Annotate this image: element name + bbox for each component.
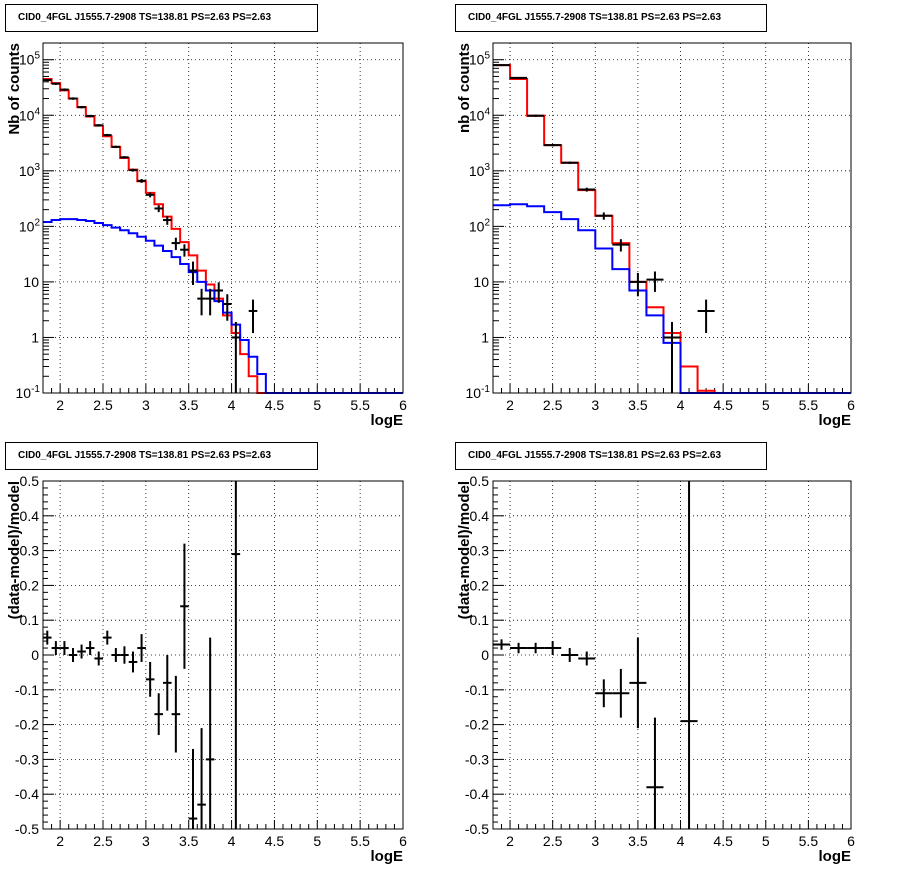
panel4-y-tick-label-5: 0 [481, 647, 489, 663]
panel2-x-tick-label-8: 6 [847, 397, 855, 413]
panel2-x-axis-title: logE [819, 412, 852, 429]
panel3-y-axis-title: (data-model)/model [6, 481, 23, 619]
panel1-x-tick-label-4: 4 [228, 397, 236, 413]
panel4-y-tick-label-4: -0.1 [465, 682, 489, 698]
panel2-x-tick-label-7: 5.5 [799, 397, 819, 413]
panel2-x-tick-label-6: 5 [762, 397, 770, 413]
panel2-y-tick-label-3: 102 [469, 217, 491, 234]
panel2-x-tick-label-2: 3 [591, 397, 599, 413]
panel2-y-tick-label-2: 10 [473, 274, 489, 290]
panel1-x-tick-label-8: 6 [399, 397, 407, 413]
panel4-x-tick-label-7: 5.5 [799, 833, 819, 849]
panel1-y-tick-label-2: 10 [23, 274, 39, 290]
panel3-x-tick-label-6: 5 [313, 833, 321, 849]
panel4-y-tick-label-3: -0.2 [465, 717, 489, 733]
panel3-plot-frame [42, 480, 404, 830]
panel4-x-tick-label-0: 2 [506, 833, 514, 849]
panel4-y-axis-title: (data-model)/model [456, 481, 473, 619]
panel4-y-tick-label-8: 0.3 [470, 543, 490, 559]
panel4-plot-frame [492, 480, 852, 830]
panel-title-4: CID0_4FGL J1555.7-2908 TS=138.81 PS=2.63… [455, 442, 767, 470]
panel3-y-tick-label-4: -0.1 [15, 682, 39, 698]
panel3-y-tick-label-0: -0.5 [15, 821, 39, 837]
panel2-y-tick-label-0: 10-1 [466, 384, 491, 401]
panel4-x-tick-label-3: 3.5 [628, 833, 648, 849]
panel1-y-tick-label-3: 102 [19, 217, 41, 234]
panel3-x-tick-label-0: 2 [56, 833, 64, 849]
panel4-x-axis-title: logE [819, 848, 852, 865]
panel3-y-tick-label-9: 0.4 [20, 508, 40, 524]
panel4-x-tick-label-1: 2.5 [543, 833, 563, 849]
panel3-x-tick-label-3: 3.5 [179, 833, 199, 849]
panel3-x-tick-label-1: 2.5 [93, 833, 113, 849]
panel2-y-tick-label-5: 104 [469, 106, 491, 123]
panel4-y-tick-label-0: -0.5 [465, 821, 489, 837]
panel1-source-model-line [43, 218, 403, 394]
panel2-plot-frame [492, 42, 852, 394]
panel1-y-tick-label-0: 10-1 [16, 384, 41, 401]
panel2-x-tick-label-5: 4.5 [713, 397, 733, 413]
panel1-x-tick-label-1: 2.5 [93, 397, 113, 413]
panel4-y-tick-label-2: -0.3 [465, 751, 489, 767]
panel1-y-tick-label-5: 104 [19, 106, 41, 123]
panel1-x-axis-title: logE [371, 412, 404, 429]
panel4-x-tick-label-4: 4 [677, 833, 685, 849]
panel2-y-tick-label-1: 1 [481, 329, 489, 345]
panel1-y-axis-title: Nb of counts [6, 43, 23, 135]
panel3-y-tick-label-3: -0.2 [15, 717, 39, 733]
panel1-plot-frame [42, 42, 404, 394]
panel1-y-tick-label-1: 1 [31, 329, 39, 345]
panel1-x-tick-label-3: 3.5 [179, 397, 199, 413]
panel3-x-tick-label-4: 4 [228, 833, 236, 849]
panel3-y-tick-label-10: 0.5 [20, 473, 40, 489]
panel4-y-tick-label-9: 0.4 [470, 508, 490, 524]
panel3-y-tick-label-2: -0.3 [15, 751, 39, 767]
panel2-x-tick-label-3: 3.5 [628, 397, 648, 413]
panel2-y-axis-title: nb of counts [456, 43, 473, 133]
panel1-x-tick-label-5: 4.5 [265, 397, 285, 413]
panel3-x-tick-label-7: 5.5 [350, 833, 370, 849]
panel2-x-tick-label-1: 2.5 [543, 397, 563, 413]
panel-title-2: CID0_4FGL J1555.7-2908 TS=138.81 PS=2.63… [455, 4, 767, 32]
panel4-y-tick-label-10: 0.5 [470, 473, 490, 489]
panel4-x-tick-label-5: 4.5 [713, 833, 733, 849]
panel4-x-tick-label-2: 3 [591, 833, 599, 849]
panel4-y-tick-label-7: 0.2 [470, 577, 490, 593]
panel1-x-tick-label-0: 2 [56, 397, 64, 413]
panel-title-3: CID0_4FGL J1555.7-2908 TS=138.81 PS=2.63… [5, 442, 318, 470]
panel4-y-tick-label-1: -0.4 [465, 786, 489, 802]
panel1-y-tick-label-6: 105 [19, 51, 41, 68]
panel3-x-tick-label-2: 3 [142, 833, 150, 849]
panel3-x-axis-title: logE [371, 848, 404, 865]
panel2-y-tick-label-4: 103 [469, 162, 491, 179]
panel1-x-tick-label-6: 5 [313, 397, 321, 413]
panel1-x-tick-label-2: 3 [142, 397, 150, 413]
panel3-y-tick-label-7: 0.2 [20, 577, 40, 593]
panel4-x-tick-label-8: 6 [847, 833, 855, 849]
panel3-x-tick-label-8: 6 [399, 833, 407, 849]
panel3-y-tick-label-8: 0.3 [20, 543, 40, 559]
panel4-y-tick-label-6: 0.1 [470, 612, 490, 628]
panel2-x-tick-label-4: 4 [677, 397, 685, 413]
panel1-x-tick-label-7: 5.5 [350, 397, 370, 413]
panel-title-1: CID0_4FGL J1555.7-2908 TS=138.81 PS=2.63… [5, 4, 318, 32]
panel3-y-tick-label-1: -0.4 [15, 786, 39, 802]
panel3-x-tick-label-5: 4.5 [265, 833, 285, 849]
panel2-x-tick-label-0: 2 [506, 397, 514, 413]
panel3-y-tick-label-5: 0 [31, 647, 39, 663]
panel1-y-tick-label-4: 103 [19, 162, 41, 179]
panel2-y-tick-label-6: 105 [469, 51, 491, 68]
panel3-y-tick-label-6: 0.1 [20, 612, 40, 628]
panel4-x-tick-label-6: 5 [762, 833, 770, 849]
